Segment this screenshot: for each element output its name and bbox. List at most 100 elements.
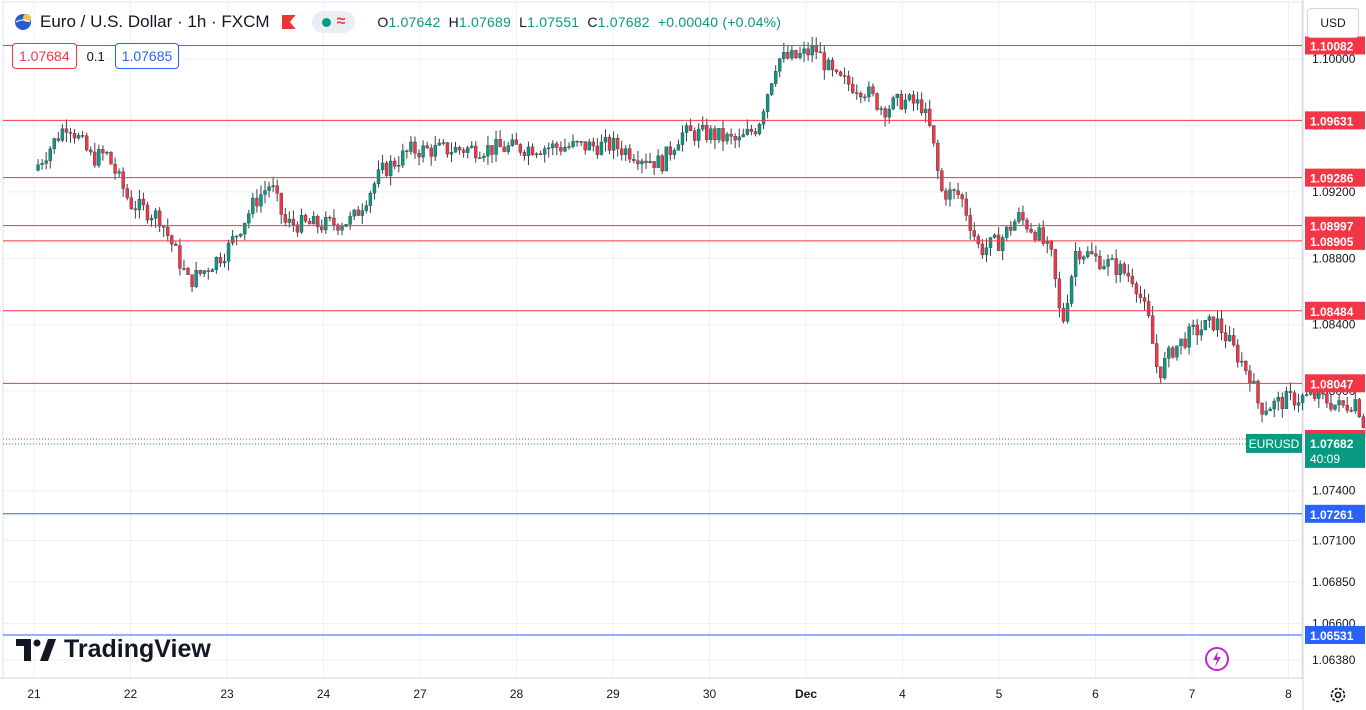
candle-body[interactable]: [1231, 335, 1236, 346]
candle-body[interactable]: [1345, 405, 1349, 411]
candle-body[interactable]: [1300, 395, 1305, 403]
candle-body[interactable]: [1114, 258, 1118, 275]
candle-body[interactable]: [611, 138, 616, 151]
candle-body[interactable]: [729, 133, 733, 137]
candle-body[interactable]: [883, 108, 887, 118]
candle-body[interactable]: [202, 270, 206, 274]
candle-body[interactable]: [393, 160, 397, 167]
tradingview-logo[interactable]: TradingView: [16, 635, 211, 664]
candle-body[interactable]: [166, 226, 170, 236]
candle-body[interactable]: [64, 128, 69, 133]
candle-body[interactable]: [1057, 278, 1062, 309]
candle-body[interactable]: [295, 224, 300, 233]
candle-body[interactable]: [1073, 251, 1078, 277]
candle-body[interactable]: [1341, 400, 1345, 406]
candle-body[interactable]: [457, 147, 462, 151]
candle-body[interactable]: [441, 142, 446, 144]
candle-body[interactable]: [328, 217, 332, 219]
candle-body[interactable]: [222, 261, 227, 264]
candle-body[interactable]: [461, 149, 466, 153]
candle-body[interactable]: [182, 268, 186, 270]
candle-body[interactable]: [1256, 380, 1260, 404]
candle-body[interactable]: [818, 51, 822, 54]
candle-body[interactable]: [555, 143, 559, 148]
candle-body[interactable]: [749, 129, 754, 132]
candle-body[interactable]: [948, 189, 952, 200]
candle-body[interactable]: [356, 209, 360, 216]
candle-body[interactable]: [1215, 318, 1220, 331]
candle-body[interactable]: [482, 155, 486, 158]
candle-body[interactable]: [275, 185, 279, 194]
candle-body[interactable]: [721, 128, 725, 142]
candle-body[interactable]: [210, 269, 215, 272]
candle-body[interactable]: [956, 190, 960, 195]
candle-body[interactable]: [247, 213, 251, 224]
candle-body[interactable]: [1276, 397, 1280, 402]
candle-body[interactable]: [109, 151, 113, 165]
candle-body[interactable]: [384, 162, 389, 176]
candle-body[interactable]: [72, 133, 77, 139]
candle-body[interactable]: [299, 215, 304, 233]
lightning-icon[interactable]: [1204, 646, 1230, 672]
candle-body[interactable]: [632, 159, 636, 161]
candle-body[interactable]: [688, 125, 693, 131]
candle-body[interactable]: [271, 185, 275, 188]
candle-body[interactable]: [846, 75, 851, 85]
candle-body[interactable]: [1179, 338, 1183, 346]
candle-body[interactable]: [940, 170, 944, 191]
candle-body[interactable]: [737, 136, 741, 141]
candle-body[interactable]: [97, 149, 101, 166]
candle-body[interactable]: [307, 220, 312, 225]
candle-body[interactable]: [1175, 345, 1179, 358]
candle-body[interactable]: [1065, 303, 1070, 322]
candle-body[interactable]: [782, 52, 786, 59]
candle-body[interactable]: [1333, 404, 1337, 410]
candle-body[interactable]: [226, 242, 231, 262]
candle-body[interactable]: [1349, 410, 1353, 412]
candle-body[interactable]: [753, 131, 758, 135]
candle-body[interactable]: [1049, 240, 1054, 250]
candle-body[interactable]: [206, 270, 210, 272]
candle-body[interactable]: [765, 94, 770, 112]
candle-body[interactable]: [563, 147, 567, 152]
candle-body[interactable]: [316, 216, 320, 228]
candle-body[interactable]: [510, 139, 514, 146]
candle-body[interactable]: [1021, 212, 1025, 221]
candle-body[interactable]: [129, 197, 133, 209]
candle-body[interactable]: [56, 138, 61, 141]
candle-body[interactable]: [660, 155, 664, 172]
candle-body[interactable]: [1191, 324, 1195, 327]
candle-body[interactable]: [1090, 251, 1094, 255]
candle-body[interactable]: [1005, 226, 1009, 238]
candle-body[interactable]: [401, 150, 405, 166]
candle-body[interactable]: [919, 99, 924, 114]
candle-body[interactable]: [859, 93, 863, 98]
candle-body[interactable]: [494, 139, 498, 155]
candle-body[interactable]: [170, 235, 174, 245]
candle-body[interactable]: [794, 50, 798, 58]
candle-body[interactable]: [644, 160, 648, 163]
candle-body[interactable]: [267, 186, 271, 191]
candle-body[interactable]: [745, 129, 750, 135]
candle-body[interactable]: [826, 59, 831, 71]
candle-body[interactable]: [526, 146, 531, 156]
candle-body[interactable]: [84, 135, 89, 151]
candle-body[interactable]: [1029, 228, 1033, 233]
candle-body[interactable]: [348, 215, 352, 225]
candle-body[interactable]: [255, 197, 259, 207]
candle-body[interactable]: [40, 163, 44, 165]
candle-body[interactable]: [603, 136, 608, 143]
candle-body[interactable]: [263, 190, 267, 195]
candle-body[interactable]: [303, 215, 308, 222]
candle-body[interactable]: [283, 214, 287, 223]
candle-body[interactable]: [587, 141, 591, 151]
candle-body[interactable]: [668, 146, 673, 155]
candle-body[interactable]: [1094, 253, 1098, 257]
candle-body[interactable]: [551, 143, 555, 148]
candle-body[interactable]: [895, 94, 899, 98]
candle-body[interactable]: [648, 161, 652, 163]
candle-body[interactable]: [1223, 332, 1228, 342]
candle-body[interactable]: [332, 217, 336, 226]
candle-body[interactable]: [137, 198, 142, 211]
candle-body[interactable]: [952, 189, 956, 191]
